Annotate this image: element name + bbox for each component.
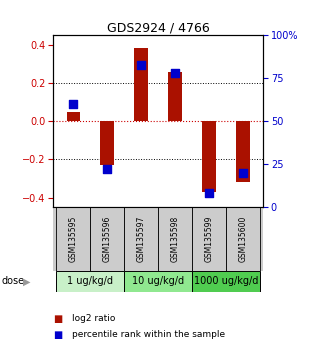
- Bar: [134, 48, 148, 121]
- Point: [240, 170, 246, 176]
- Text: 1000 ug/kg/d: 1000 ug/kg/d: [194, 276, 258, 286]
- Title: GDS2924 / 4766: GDS2924 / 4766: [107, 21, 210, 34]
- Bar: [202, 121, 216, 192]
- Bar: [158, 207, 192, 271]
- Bar: [124, 207, 158, 271]
- Text: GSM135599: GSM135599: [204, 216, 213, 262]
- Text: percentile rank within the sample: percentile rank within the sample: [72, 330, 225, 339]
- Bar: [226, 207, 260, 271]
- Text: ■: ■: [53, 330, 62, 339]
- Bar: [90, 207, 124, 271]
- Text: log2 ratio: log2 ratio: [72, 314, 116, 323]
- Point: [172, 70, 178, 76]
- Bar: [236, 121, 250, 182]
- Text: ■: ■: [53, 314, 62, 324]
- Bar: [168, 72, 182, 121]
- Text: GSM135600: GSM135600: [239, 216, 247, 262]
- Point: [71, 101, 76, 107]
- Point: [206, 190, 212, 196]
- Point: [139, 62, 144, 67]
- Text: GSM135598: GSM135598: [170, 216, 179, 262]
- Bar: [192, 207, 226, 271]
- Text: GSM135595: GSM135595: [69, 216, 78, 262]
- Bar: [56, 207, 90, 271]
- Bar: [66, 112, 80, 121]
- Text: 10 ug/kg/d: 10 ug/kg/d: [132, 276, 184, 286]
- Text: GSM135596: GSM135596: [103, 216, 112, 262]
- Text: dose: dose: [2, 276, 25, 286]
- Bar: [100, 121, 114, 165]
- Bar: [56, 271, 124, 292]
- Text: ▶: ▶: [23, 276, 30, 286]
- Bar: [192, 271, 260, 292]
- Text: GSM135597: GSM135597: [137, 216, 146, 262]
- Bar: [124, 271, 192, 292]
- Text: 1 ug/kg/d: 1 ug/kg/d: [67, 276, 113, 286]
- Point: [105, 166, 110, 172]
